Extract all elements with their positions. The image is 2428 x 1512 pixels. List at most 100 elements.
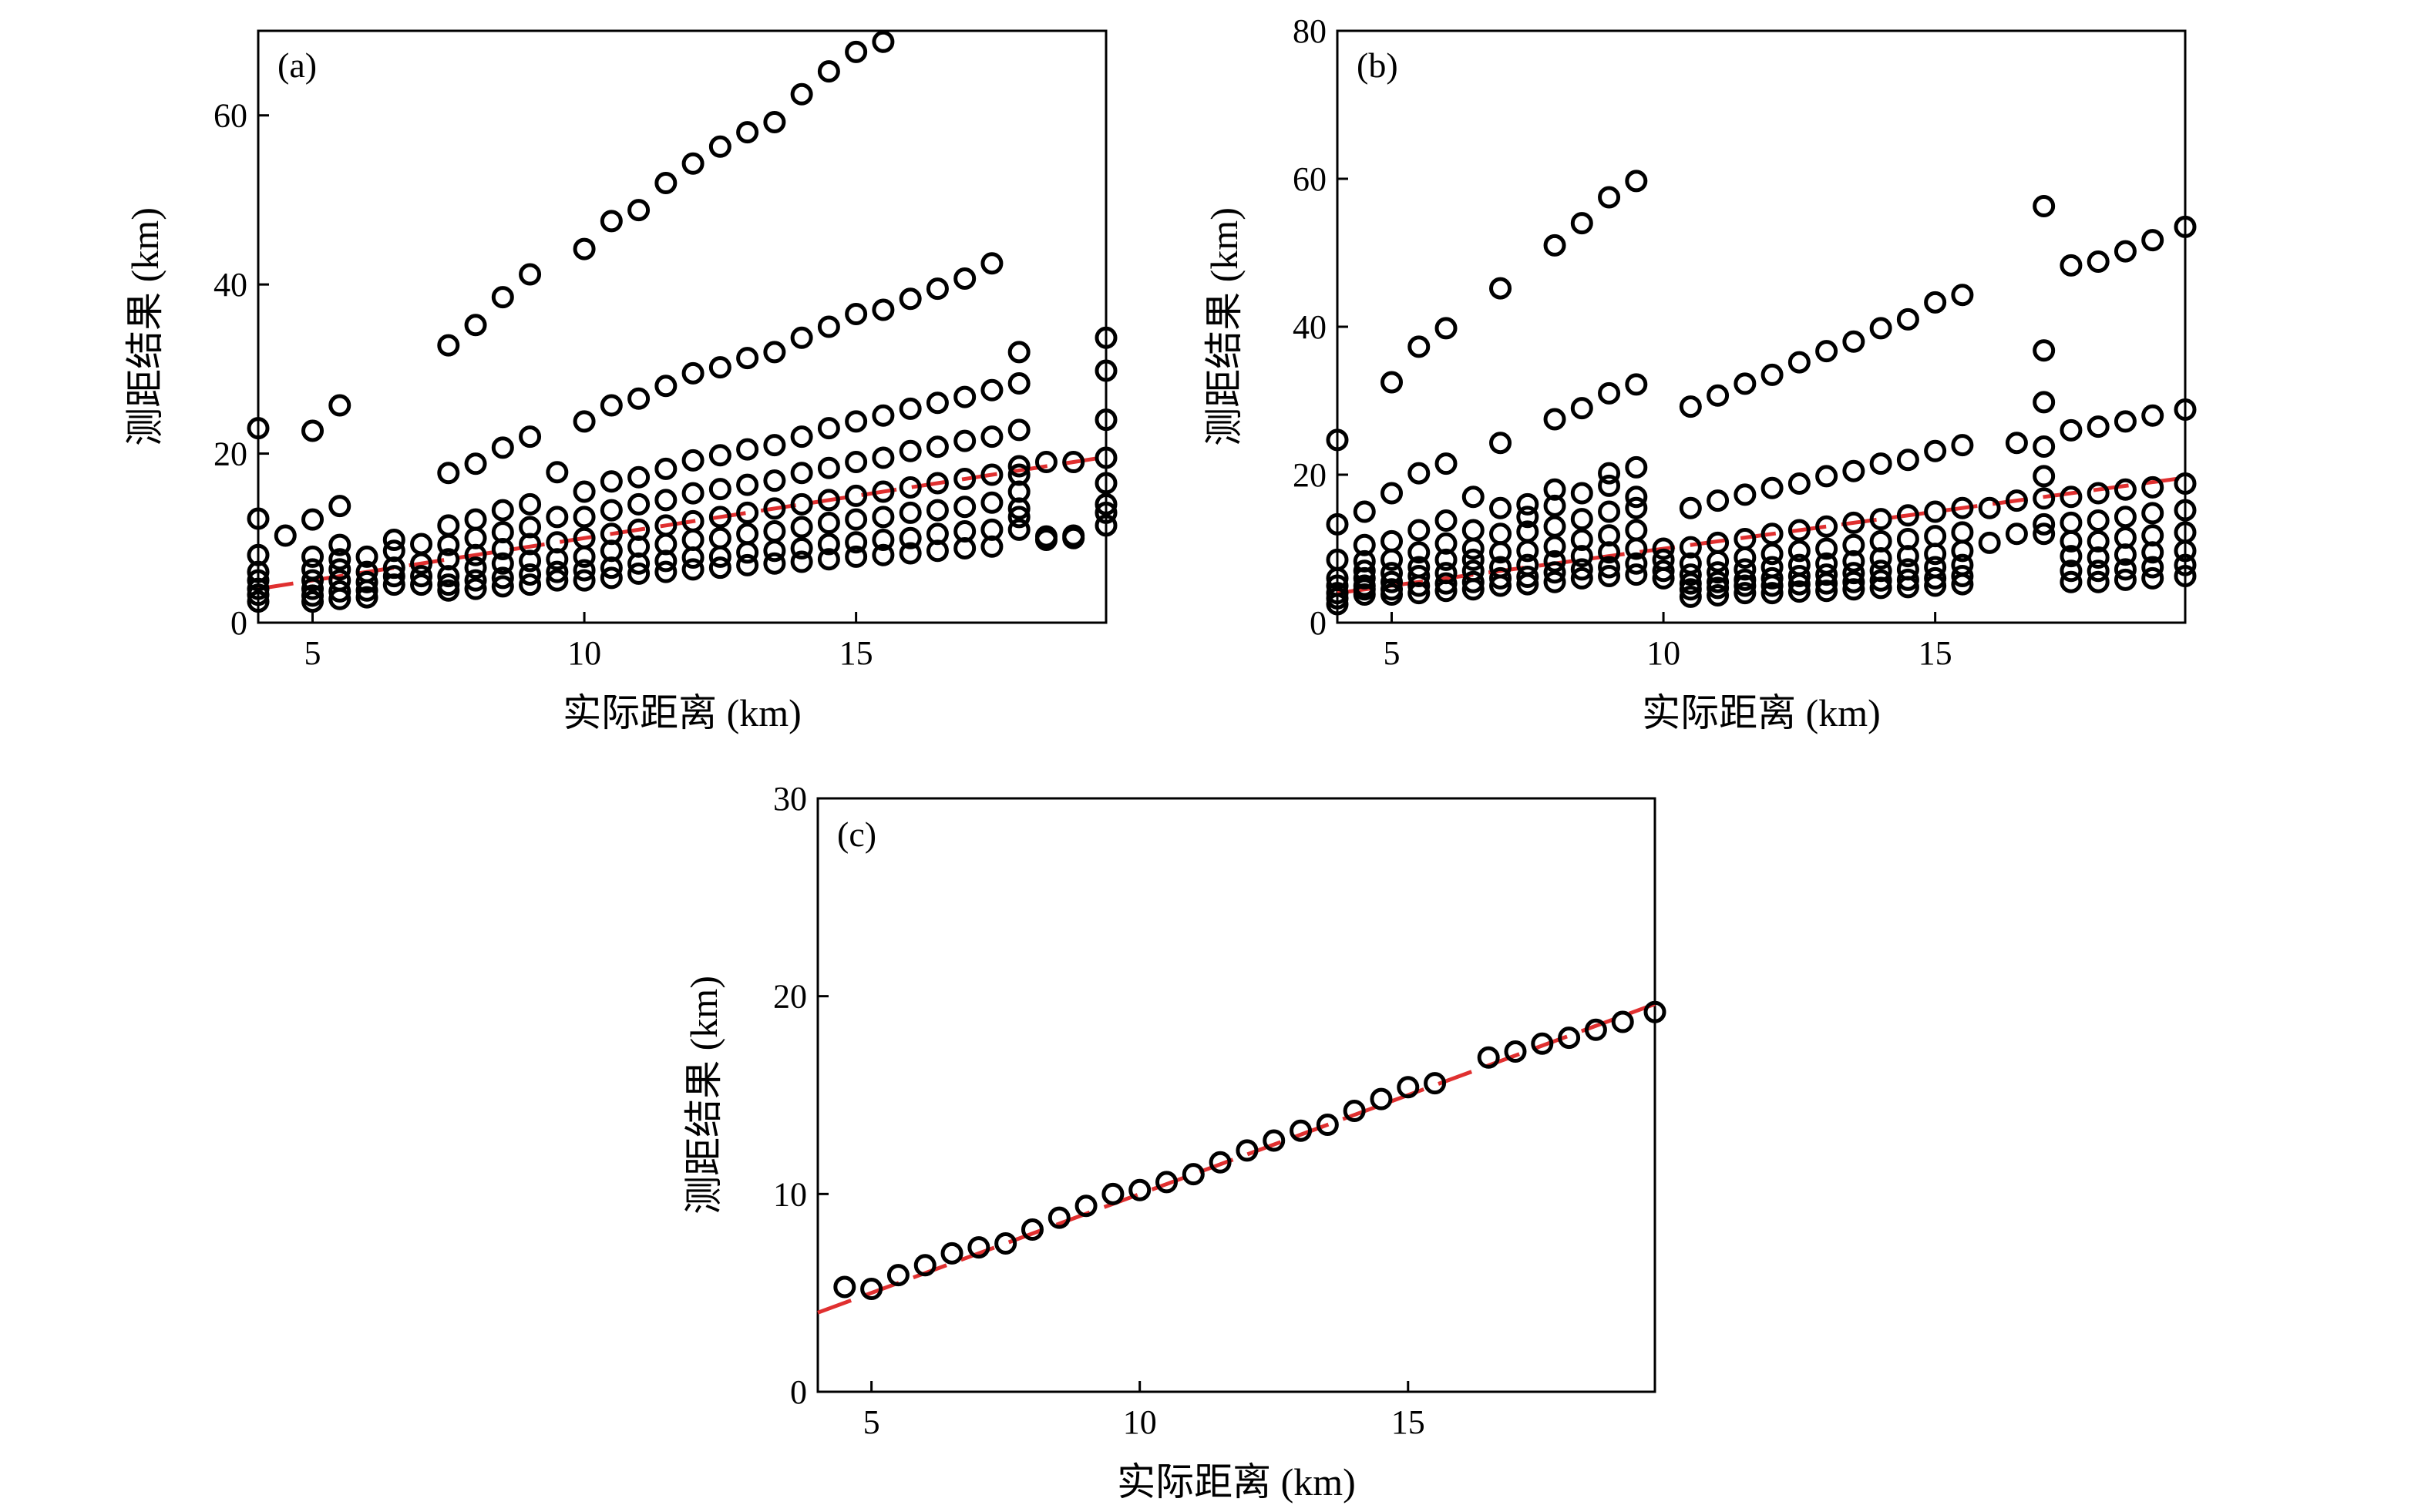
- data-point: [1007, 372, 1031, 395]
- data-point: [2033, 522, 2056, 546]
- data-point: [1570, 528, 1593, 551]
- data-point: [1434, 452, 1458, 475]
- data-point: [2087, 415, 2110, 438]
- data-point: [1842, 330, 1865, 353]
- panel-a: (a) 实际距离 (km) 测距结果 (km) 5 10 15 0 20 40 60: [123, 29, 1118, 734]
- data-points: [817, 1000, 1666, 1315]
- data-point: [681, 482, 705, 505]
- panel-b: (b) 实际距离 (km) 测距结果 (km) 5 10 15 0 20 40 60 80: [1202, 12, 2197, 734]
- data-point: [845, 410, 868, 433]
- data-point: [1543, 494, 1566, 517]
- data-point: [573, 480, 596, 503]
- data-point: [845, 484, 868, 507]
- data-point: [913, 1254, 937, 1277]
- axis-ticks: 5 10 15 0 20 40 60: [214, 97, 873, 672]
- data-point: [491, 566, 514, 590]
- data-point: [2141, 229, 2164, 252]
- data-point: [1951, 434, 1974, 457]
- data-point: [627, 492, 651, 516]
- data-point: [328, 394, 351, 417]
- data-point: [1434, 509, 1458, 533]
- data-point: [1543, 408, 1566, 431]
- data-point: [301, 584, 325, 607]
- data-point: [1787, 519, 1811, 542]
- data-point: [1815, 537, 1838, 560]
- data-point: [2114, 568, 2137, 591]
- data-point: [654, 375, 678, 398]
- data-point: [2060, 511, 2083, 534]
- plot-frame: [816, 797, 1656, 1393]
- y-tick-label: 0: [1310, 604, 1327, 642]
- data-point: [872, 30, 895, 53]
- data-point: [1734, 558, 1757, 581]
- data-point: [301, 569, 325, 592]
- data-point: [1461, 570, 1485, 593]
- data-point: [247, 417, 270, 440]
- data-point: [1516, 565, 1539, 588]
- data-point: [1734, 372, 1757, 395]
- data-point: [736, 473, 759, 496]
- data-point: [1543, 234, 1566, 257]
- data-point: [899, 287, 922, 311]
- data-point: [926, 522, 949, 546]
- data-point: [1951, 284, 1974, 307]
- data-point: [1787, 539, 1811, 563]
- data-point: [1643, 1000, 1666, 1023]
- data-point: [1407, 556, 1431, 579]
- data-point: [708, 526, 731, 549]
- data-point: [382, 539, 405, 563]
- data-point: [1679, 585, 1702, 608]
- data-point: [1531, 1032, 1554, 1055]
- data-point: [1869, 559, 1892, 583]
- x-tick-label: 10: [1646, 634, 1680, 672]
- data-point: [1407, 335, 1431, 358]
- data-point: [573, 545, 596, 568]
- data-point: [1101, 1182, 1125, 1205]
- data-point: [464, 314, 487, 337]
- data-point: [1924, 543, 1947, 566]
- data-point: [1760, 363, 1784, 386]
- data-point: [899, 526, 922, 549]
- y-axis-label: 测距结果 (km): [1202, 207, 1246, 446]
- data-point: [627, 199, 651, 222]
- data-point: [1734, 528, 1757, 551]
- data-point: [1489, 556, 1512, 579]
- data-point: [328, 533, 351, 556]
- data-point: [790, 425, 813, 449]
- data-point: [1625, 170, 1648, 193]
- data-point: [2033, 435, 2056, 459]
- data-point: [355, 560, 378, 583]
- data-point: [980, 378, 1004, 402]
- y-tick-label: 0: [230, 604, 247, 642]
- data-point: [1707, 531, 1730, 554]
- y-tick-label: 60: [1293, 160, 1327, 198]
- data-point: [860, 1278, 883, 1301]
- data-point: [546, 569, 569, 592]
- x-tick-label: 10: [1123, 1403, 1157, 1441]
- fit-line: [817, 1002, 1656, 1315]
- data-point: [1951, 496, 1974, 519]
- data-point: [1598, 474, 1621, 497]
- data-point: [763, 469, 786, 492]
- data-point: [1707, 583, 1730, 606]
- data-point: [886, 1264, 910, 1287]
- x-axis-label: 实际距离 (km): [1117, 1460, 1356, 1504]
- data-point: [953, 385, 977, 408]
- data-point: [464, 569, 487, 592]
- data-point: [926, 499, 949, 522]
- data-point: [491, 286, 514, 309]
- data-point: [872, 298, 895, 321]
- data-point: [1760, 522, 1784, 546]
- data-point: [410, 533, 433, 556]
- data-point: [1869, 452, 1892, 475]
- data-point: [1951, 553, 1974, 576]
- data-point: [410, 565, 433, 588]
- y-axis-label: 测距结果 (km): [682, 976, 725, 1215]
- data-point: [1021, 1218, 1044, 1242]
- data-point: [546, 506, 569, 529]
- data-point: [899, 542, 922, 565]
- data-point: [1407, 519, 1431, 542]
- data-point: [790, 492, 813, 516]
- data-point: [899, 475, 922, 499]
- data-point: [1679, 552, 1702, 575]
